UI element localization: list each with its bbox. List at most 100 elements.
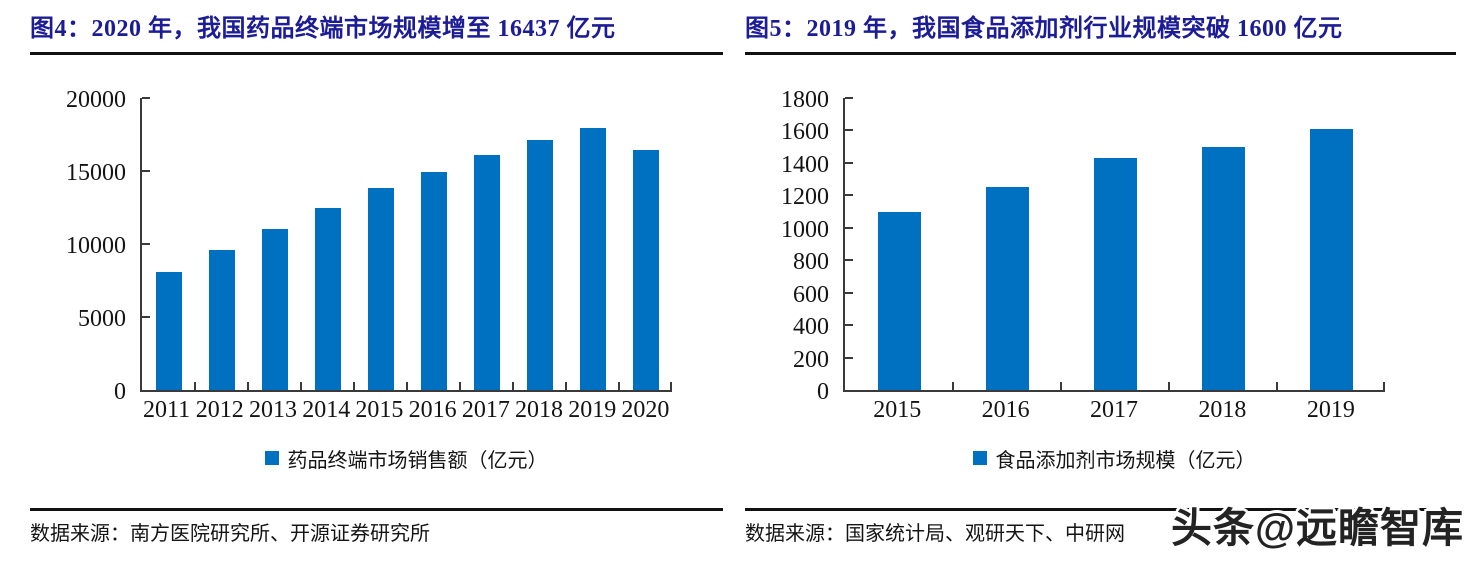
source-rule: [30, 508, 723, 511]
x-axis-tick-label: 2014: [302, 397, 351, 423]
y-axis-tick-label: 10000: [66, 233, 126, 259]
y-axis-tick-mark: [845, 226, 853, 229]
figure-4-title: 图4：2020 年，我国药品终端市场规模增至 16437 亿元: [30, 16, 616, 42]
legend-label: 食品添加剂市场规模（亿元）: [995, 449, 1256, 472]
bar-2014: [314, 208, 341, 390]
x-axis-tick-label: 2013: [249, 397, 297, 423]
y-axis-tick-mark: [845, 291, 853, 294]
y-axis-tick-mark: [845, 324, 853, 327]
figure-5-panel: 图5：2019 年，我国食品添加剂行业规模突破 1600 亿元 0 200 400 6…: [736, 0, 1472, 570]
figure-4-bar-chart: 0 5000 10000 15000 20000: [30, 87, 723, 405]
x-axis-tick-mark: [618, 382, 620, 390]
bar-2015: [367, 188, 394, 390]
legend-swatch: [972, 451, 987, 465]
bar-2016: [420, 171, 447, 390]
y-axis-tick-label: 15000: [66, 160, 126, 186]
bar-2018: [1201, 146, 1245, 390]
watermark-text: 头条@远瞻智库: [1171, 505, 1464, 551]
y-axis-tick-mark: [845, 161, 853, 164]
bar-2012: [208, 250, 235, 390]
legend: 药品终端市场销售额（亿元）: [140, 445, 672, 472]
x-axis-tick-mark: [353, 382, 355, 390]
y-axis: 0 200 400 600 800 1000 1200 1400 1600 1800: [745, 87, 843, 405]
x-axis-tick-label: 2018: [1198, 397, 1247, 423]
bar-2016: [985, 187, 1029, 390]
x-axis-tick-label: 2018: [515, 397, 564, 423]
x-axis-tick-mark: [670, 382, 672, 390]
y-axis-tick-label: 20000: [66, 87, 126, 113]
x-axis-tick-mark: [1060, 382, 1062, 390]
x-axis-tick-mark: [300, 382, 302, 390]
y-axis-tick-label: 1000: [781, 216, 829, 243]
x-axis-tick-label: 2017: [461, 397, 510, 423]
y-axis-tick-label: 600: [793, 281, 829, 308]
y-axis-tick-label: 0: [114, 379, 126, 405]
bar-2020: [632, 150, 659, 390]
bar-2011: [155, 271, 182, 390]
y-axis-tick-mark: [142, 316, 150, 318]
x-axis-tick-mark: [565, 382, 567, 390]
figure-4-panel: 图4：2020 年，我国药品终端市场规模增至 16437 亿元 0 5000 100…: [30, 16, 723, 545]
plot-area: [843, 97, 1385, 392]
bar-2017: [473, 154, 500, 390]
bar-2018: [526, 139, 553, 390]
source-rule: [745, 508, 1456, 511]
x-axis-tick-mark: [512, 382, 514, 390]
figure-5-bar-chart: 0 200 400 600 800 1000 1200 1400 1600 1800: [745, 87, 1456, 405]
x-axis-tick-label: 2012: [195, 397, 244, 423]
data-source-text: 数据来源：南方医院研究所、开源证券研究所: [30, 523, 430, 545]
x-axis-tick-label: 2015: [873, 397, 922, 423]
title-rule: [745, 52, 1456, 55]
y-axis-tick-mark: [142, 170, 150, 172]
y-axis-tick-label: 800: [793, 249, 829, 276]
x-axis-tick-mark: [194, 382, 196, 390]
x-axis-tick-mark: [247, 382, 249, 390]
y-axis-tick-label: 400: [793, 314, 829, 341]
x-axis-tick-label: 2015: [355, 397, 404, 423]
y-axis-tick-mark: [845, 97, 853, 99]
x-axis-tick-mark: [459, 382, 461, 390]
bar-2017: [1093, 158, 1137, 390]
x-axis-tick-mark: [1383, 382, 1385, 390]
legend: 食品添加剂市场规模（亿元）: [843, 445, 1385, 472]
y-axis-tick-label: 1200: [781, 184, 829, 211]
y-axis-tick-label: 1600: [781, 119, 829, 146]
x-axis-labels: 2015 2016 2017 2018 2019: [843, 397, 1385, 424]
x-axis-tick-label: 2016: [981, 397, 1030, 423]
bar-2019: [579, 127, 606, 390]
y-axis-tick-label: 0: [817, 379, 829, 405]
title-rule: [30, 52, 723, 55]
y-axis-tick-label: 5000: [78, 306, 126, 332]
plot-area: [140, 97, 672, 392]
x-axis-tick-label: 2017: [1090, 397, 1139, 423]
y-axis-tick-label: 1400: [781, 151, 829, 178]
bar-2019: [1309, 128, 1353, 390]
legend-swatch: [264, 451, 279, 465]
figure-5-title: 图5：2019 年，我国食品添加剂行业规模突破 1600 亿元: [745, 16, 1343, 42]
bar-2015: [877, 211, 921, 390]
y-axis-tick-label: 200: [793, 346, 829, 373]
x-axis-tick-label: 2019: [568, 397, 617, 423]
bar-series: [845, 98, 1385, 390]
x-axis-tick-mark: [406, 382, 408, 390]
x-axis-tick-label: 2011: [143, 397, 191, 423]
data-source-text: 数据来源：国家统计局、观研天下、中研网: [745, 523, 1125, 545]
y-axis-tick-mark: [142, 97, 150, 99]
bar-2013: [261, 229, 288, 390]
y-axis-tick-mark: [845, 194, 853, 197]
y-axis-tick-mark: [845, 259, 853, 262]
x-axis-tick-label: 2019: [1306, 397, 1355, 423]
x-axis-tick-mark: [1168, 382, 1170, 390]
y-axis-tick-mark: [142, 243, 150, 245]
x-axis-tick-label: 2016: [408, 397, 457, 423]
y-axis-tick-mark: [845, 356, 853, 359]
bar-series: [142, 98, 672, 390]
y-axis: 0 5000 10000 15000 20000: [30, 87, 140, 405]
x-axis-labels: 2011 2012 2013 2014 2015 2016 2017 2018 2019 2020: [140, 397, 672, 424]
legend-label: 药品终端市场销售额（亿元）: [287, 449, 548, 472]
x-axis-tick-mark: [1276, 382, 1278, 390]
y-axis-tick-mark: [845, 129, 853, 132]
x-axis-tick-mark: [952, 382, 954, 390]
x-axis-tick-label: 2020: [621, 397, 670, 423]
